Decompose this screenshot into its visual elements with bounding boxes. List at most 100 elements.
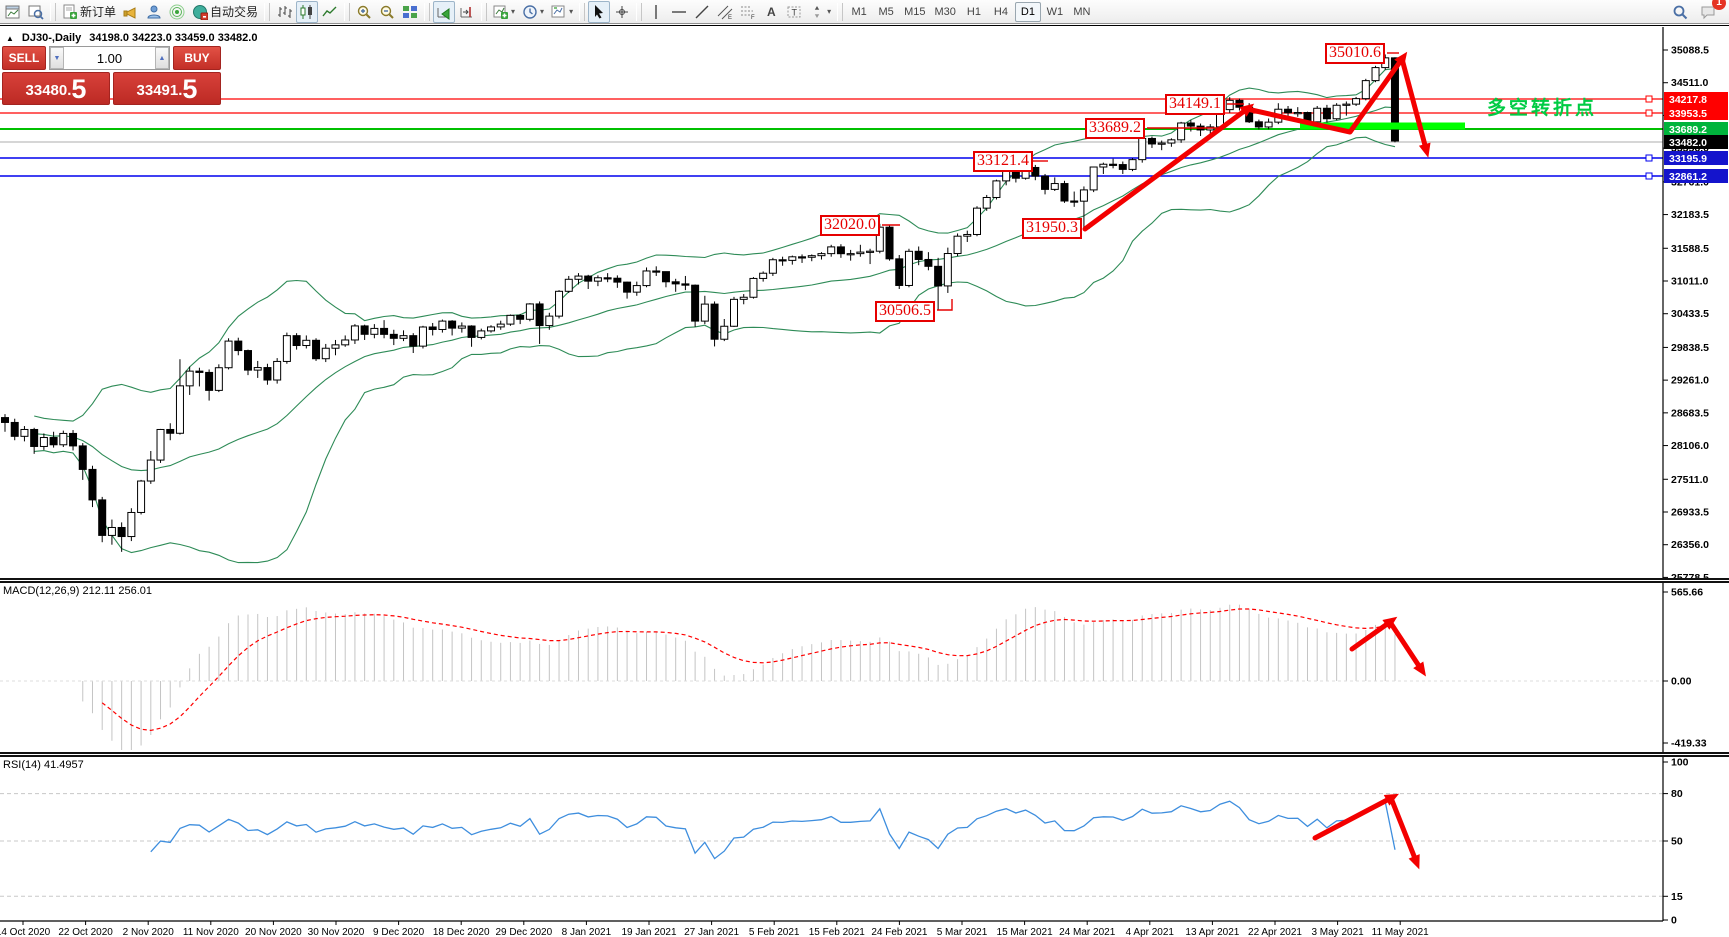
arrows-button[interactable]: ▾ (806, 1, 834, 23)
signals-button[interactable] (166, 1, 188, 23)
auto-scroll-button[interactable] (433, 0, 456, 23)
notifications-button[interactable]: 1 (1697, 0, 1726, 23)
candles-chart-icon (300, 4, 313, 19)
toolbar-separator (50, 2, 56, 21)
trend-line-icon (695, 5, 709, 18)
timeframe-d1-button[interactable]: D1 (1014, 1, 1041, 22)
svg-text:0.00: 0.00 (1671, 676, 1692, 688)
tile-windows-button[interactable] (399, 1, 421, 23)
chart-shift-button[interactable] (456, 1, 478, 23)
svg-text:33953.5: 33953.5 (1669, 108, 1707, 120)
community-button[interactable] (143, 1, 165, 23)
alerts-button[interactable] (120, 1, 142, 23)
svg-text:5 Mar 2021: 5 Mar 2021 (937, 927, 988, 937)
price-annotation[interactable]: 33121.4 (973, 151, 1033, 172)
svg-text:15 Feb 2021: 15 Feb 2021 (809, 927, 866, 937)
price-annotation[interactable]: 33689.2 (1085, 118, 1145, 139)
search-button[interactable] (1669, 1, 1691, 23)
price-annotation[interactable]: 30506.5 (875, 301, 935, 322)
equidistant-channel-button[interactable]: E (714, 1, 736, 23)
svg-text:3 May 2021: 3 May 2021 (1311, 927, 1364, 937)
autotrading-button[interactable]: 自动交易 (189, 1, 261, 23)
macd-splitter[interactable] (0, 578, 1729, 583)
line-chart-button[interactable] (319, 1, 341, 23)
volume-increase-button[interactable]: ▲ (155, 47, 169, 69)
timeframe-h4-button[interactable]: H4 (993, 5, 1008, 18)
timeframe-mn-button[interactable]: MN (1073, 5, 1091, 18)
signals-icon (169, 4, 185, 19)
bars-chart-button[interactable] (273, 1, 295, 23)
templates-button[interactable]: ▾ (548, 1, 576, 23)
svg-text:29261.0: 29261.0 (1671, 375, 1709, 387)
sell-price-display[interactable]: 33480. 5 (2, 72, 110, 105)
collapse-triangle-icon[interactable]: ▲ (6, 33, 14, 43)
trend-line-button[interactable] (691, 1, 713, 23)
svg-text:T: T (792, 7, 798, 17)
svg-text:26356.0: 26356.0 (1671, 539, 1709, 551)
buy-button[interactable]: BUY (173, 46, 221, 70)
candles-chart-button[interactable] (296, 0, 319, 23)
symbol-ohlc: 34198.0 34223.0 33459.0 33482.0 (89, 32, 258, 44)
time-axis: 14 Oct 2020 22 Oct 2020 2 Nov 2020 11 Nov 2… (0, 921, 1429, 937)
horizontal-line-button[interactable] (668, 1, 690, 23)
volume-decrease-button[interactable]: ▼ (50, 47, 64, 69)
timeframe-m30-button[interactable]: M30 (934, 5, 956, 18)
indicators-icon (493, 5, 509, 19)
periods-button[interactable]: ▾ (519, 1, 547, 23)
svg-text:8 Jan 2021: 8 Jan 2021 (562, 927, 612, 937)
indicators-button[interactable]: ▾ (490, 1, 518, 23)
svg-text:0: 0 (1671, 915, 1677, 927)
volume-input[interactable] (64, 47, 155, 69)
text-button[interactable]: A (760, 1, 782, 23)
chart-canvas[interactable]: 35088.534511.033933.533356.032761.032183… (0, 26, 1729, 937)
buy-price-display[interactable]: 33491. 5 (113, 72, 221, 105)
toolbar-right: 1 (1669, 0, 1727, 23)
macd-indicator (0, 604, 1663, 750)
crosshair-icon (616, 5, 629, 18)
sell-button[interactable]: SELL (2, 46, 46, 70)
arrows-icon (814, 5, 820, 18)
svg-text:30433.5: 30433.5 (1671, 308, 1709, 320)
timeframe-m5-button[interactable]: M5 (878, 5, 894, 18)
cursor-button[interactable] (588, 0, 611, 23)
timeframe-h1-button[interactable]: H1 (966, 5, 981, 18)
bars-chart-icon (278, 5, 293, 18)
svg-text:27511.0: 27511.0 (1671, 474, 1709, 486)
text-label-button[interactable]: T (783, 1, 805, 23)
price-annotation[interactable]: 35010.6 (1325, 43, 1385, 64)
fibonacci-button[interactable]: F (737, 1, 759, 23)
svg-text:29 Dec 2020: 29 Dec 2020 (495, 927, 552, 937)
trend-arrows (1082, 51, 1431, 870)
crosshair-button[interactable] (611, 1, 633, 23)
price-annotation[interactable]: 31950.3 (1022, 218, 1082, 239)
price-annotation[interactable]: 34149.1 (1165, 94, 1225, 115)
toolbar-separator (481, 2, 488, 21)
toolbar-separator (424, 2, 431, 21)
symbol-header: ▲ DJ30-,Daily 34198.0 34223.0 33459.0 33… (6, 32, 257, 44)
svg-text:32861.2: 32861.2 (1669, 171, 1707, 183)
horizontal-line-icon (672, 10, 687, 13)
new-chart-button[interactable] (2, 1, 24, 23)
turning-point-note[interactable]: 多空转折点 (1487, 98, 1598, 119)
one-click-trading-panel: SELL ▼ ▲ BUY 33480.5 33491.5 (2, 46, 221, 105)
autotrading-icon (193, 4, 209, 20)
svg-text:34511.0: 34511.0 (1671, 77, 1709, 89)
rsi-indicator (0, 793, 1663, 897)
svg-text:31011.0: 31011.0 (1671, 275, 1709, 287)
zoom-out-icon (380, 5, 394, 19)
cursor-icon (595, 4, 604, 18)
toolbar: 新订单 自动交易 ▾ ▾ ▾ E F A T ▾ M1 M5 M15 M30 H1 H4 D1 W1 MN 1 (0, 0, 1729, 24)
price-annotation[interactable]: 32020.0 (820, 215, 880, 236)
toolbar-separator (636, 2, 643, 21)
candlestick-series (1, 54, 1399, 552)
vertical-line-button[interactable] (645, 1, 667, 23)
timeframe-m1-button[interactable]: M1 (851, 5, 867, 18)
timeframe-m15-button[interactable]: M15 (904, 5, 926, 18)
timeframe-w1-button[interactable]: W1 (1046, 5, 1064, 18)
profiles-button[interactable] (25, 1, 47, 23)
zoom-in-button[interactable] (353, 1, 375, 23)
zoom-out-button[interactable] (376, 1, 398, 23)
new-order-button[interactable]: 新订单 (59, 1, 119, 23)
rsi-splitter[interactable] (0, 752, 1729, 757)
